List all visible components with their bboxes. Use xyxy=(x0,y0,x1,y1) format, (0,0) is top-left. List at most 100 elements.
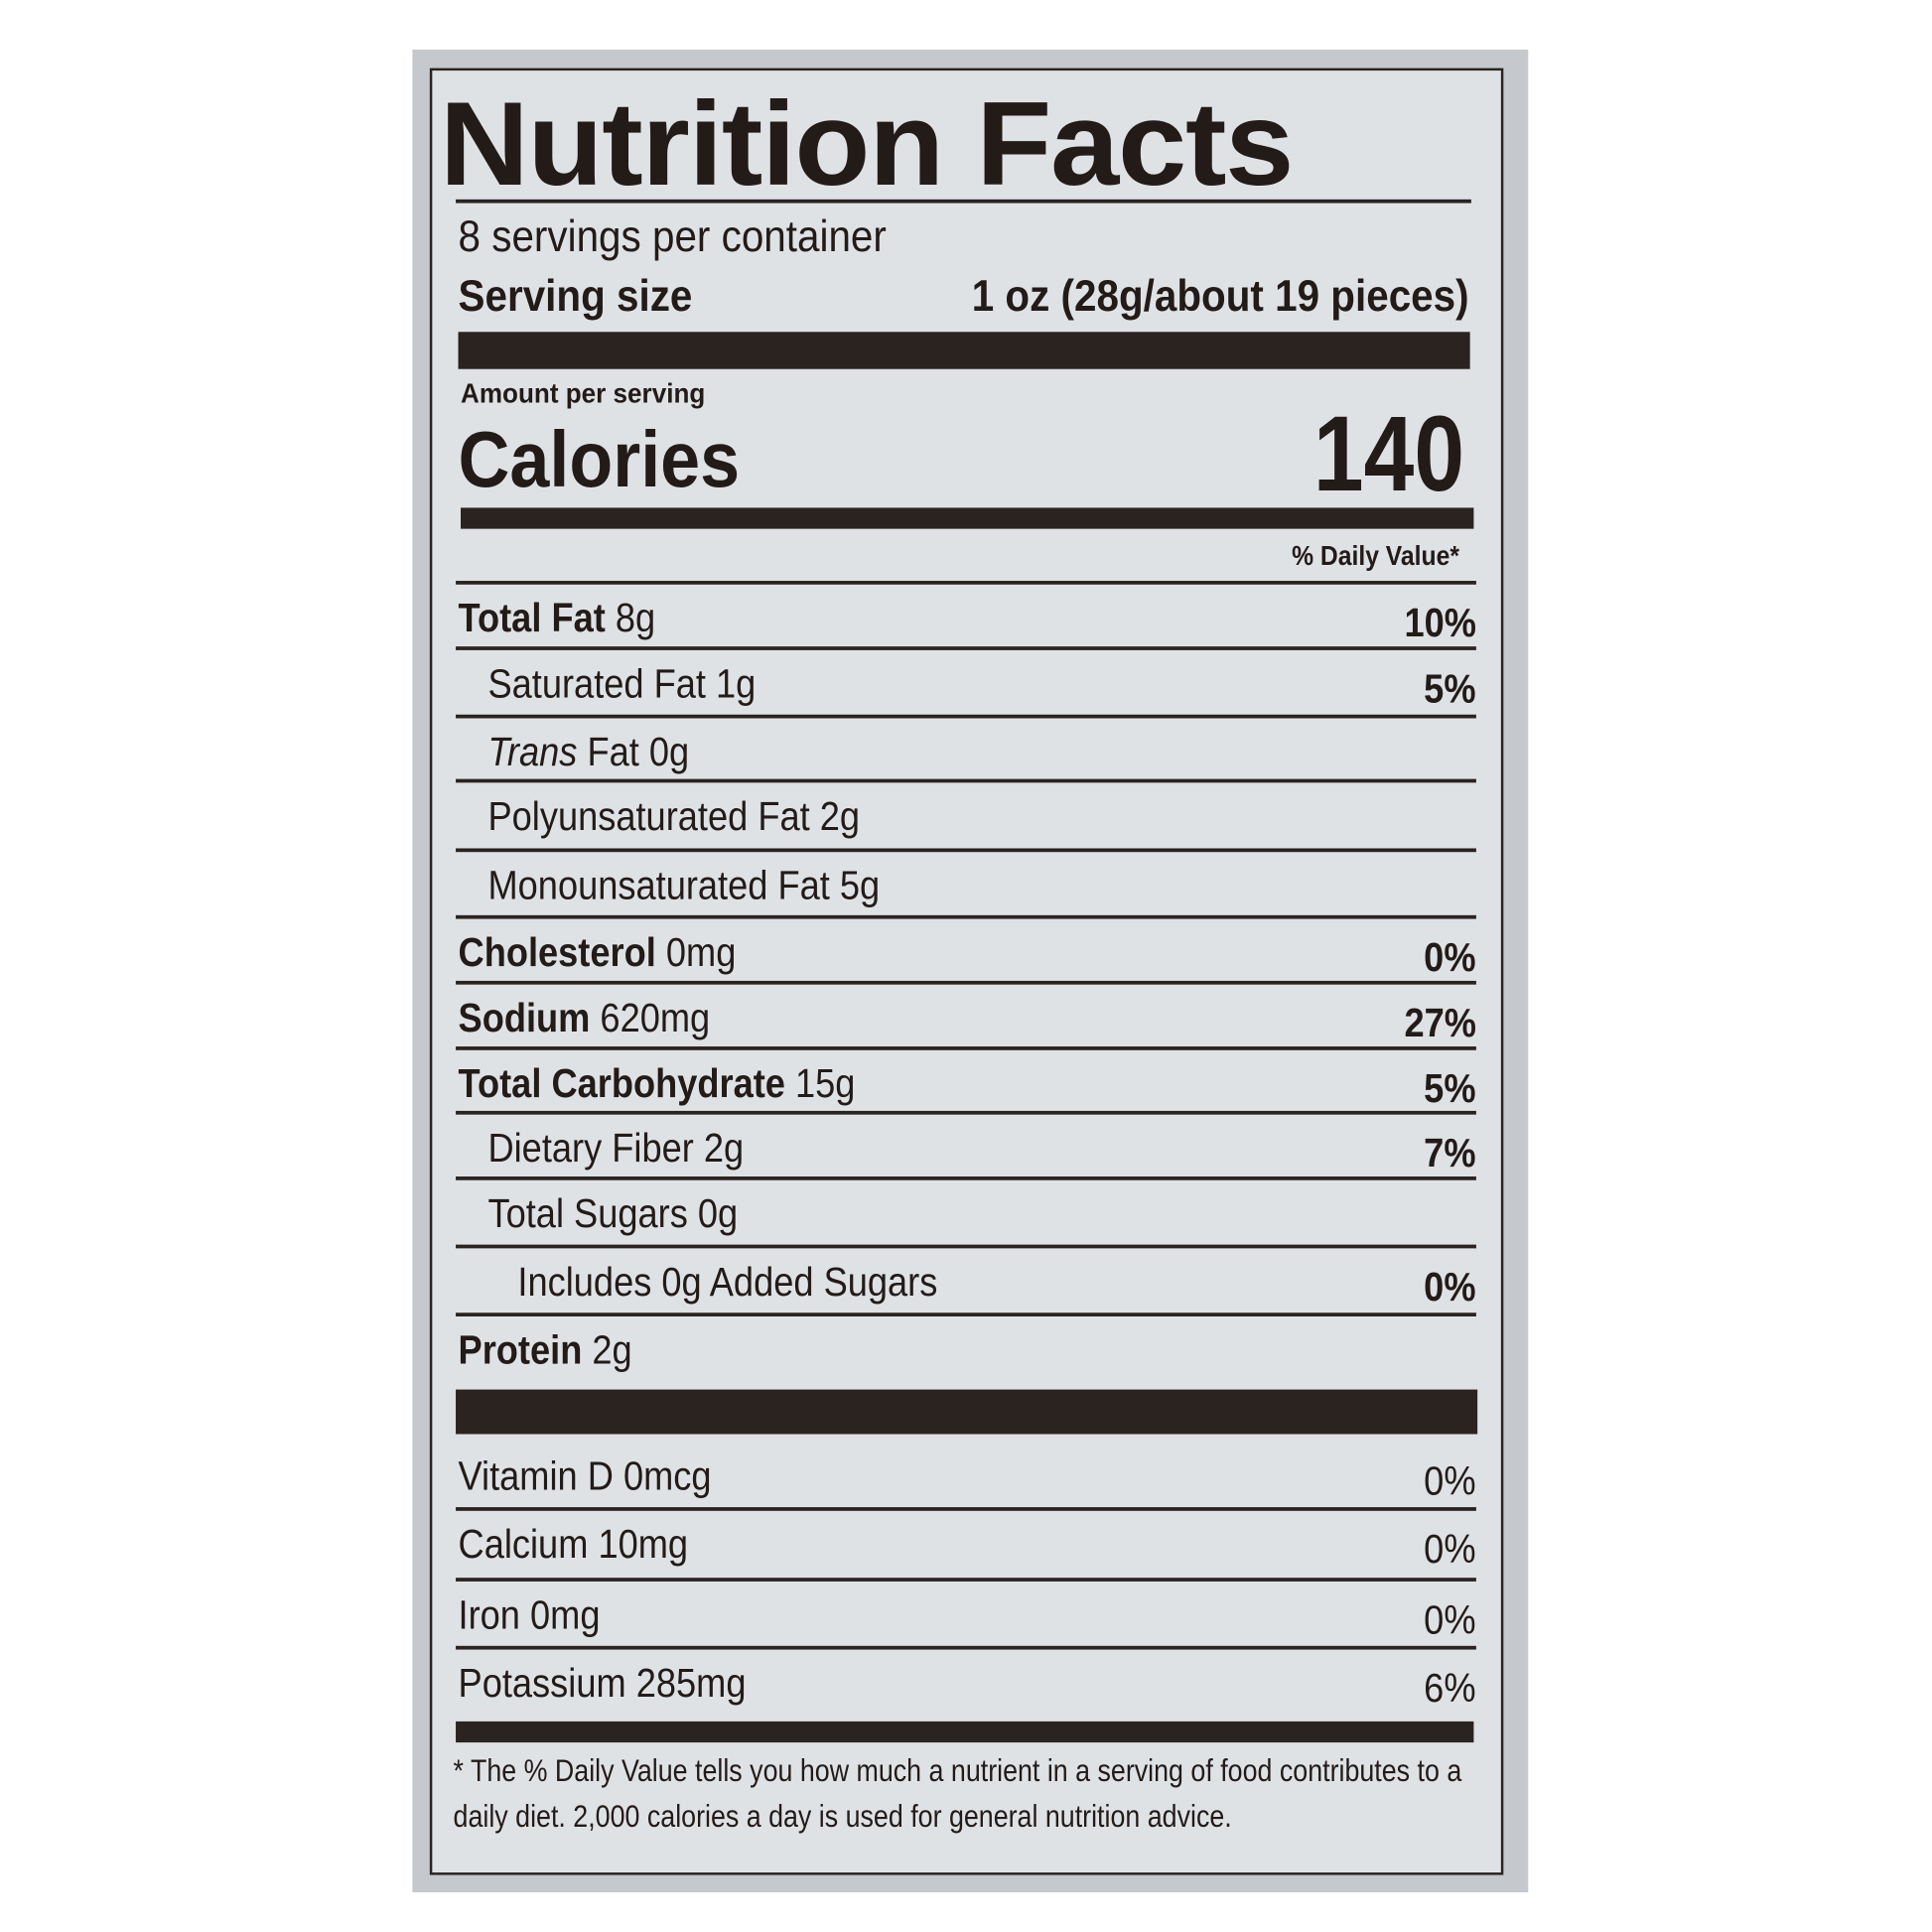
nutrient-daily-value: 0% xyxy=(1424,1263,1476,1310)
nutrient-row: Trans Fat 0g xyxy=(459,718,1476,782)
row-divider xyxy=(456,848,1476,853)
medium-divider xyxy=(456,1721,1474,1743)
nutrient-row: Protein 2g xyxy=(459,1316,1476,1381)
nutrition-facts-title: Nutrition Facts xyxy=(439,77,1295,211)
nutrient-row: Includes 0g Added Sugars 0% xyxy=(459,1248,1476,1312)
vitamin-amount: 285mg xyxy=(625,1659,747,1706)
row-divider xyxy=(456,646,1476,650)
nutrient-amount: 8g xyxy=(605,594,656,640)
vitamin-amount: 0mcg xyxy=(613,1452,712,1499)
nutrient-daily-value: 5% xyxy=(1424,1064,1476,1111)
nutrient-amount: 15g xyxy=(784,1059,856,1106)
row-divider xyxy=(456,581,1476,585)
nutrient-label: Polyunsaturated Fat 2g xyxy=(487,792,860,839)
vitamin-label: Calcium 10mg xyxy=(459,1521,689,1568)
vitamin-row: Vitamin D 0mcg 0% xyxy=(459,1443,1476,1507)
nutrient-amount: 0g xyxy=(687,1189,739,1236)
nutrient-row: Total Sugars 0g xyxy=(459,1180,1476,1245)
nutrient-row: Sodium 620mg 27% xyxy=(459,985,1476,1049)
nutrient-name: Includes 0g Added Sugars xyxy=(517,1258,938,1305)
vitamin-daily-value: 0% xyxy=(1424,1595,1476,1643)
row-divider xyxy=(456,1110,1476,1115)
nutrient-amount: 5g xyxy=(829,862,881,908)
nutrient-name-suffix: Fat xyxy=(577,728,639,774)
nutrient-daily-value: 7% xyxy=(1424,1129,1476,1175)
vitamin-amount: 10mg xyxy=(588,1520,689,1567)
divider xyxy=(456,199,1471,204)
nutrient-name: Protein xyxy=(458,1325,583,1373)
nutrient-label: Cholesterol 0mg xyxy=(459,929,737,976)
nutrient-name: Cholesterol xyxy=(458,928,656,975)
vitamin-daily-value: 0% xyxy=(1424,1457,1476,1504)
vitamin-row: Iron 0mg 0% xyxy=(459,1582,1476,1646)
vitamin-label: Potassium 285mg xyxy=(459,1660,747,1707)
thick-divider xyxy=(456,1389,1478,1435)
nutrient-label: Total Carbohydrate 15g xyxy=(459,1060,856,1107)
row-divider xyxy=(456,1645,1476,1650)
amount-per-serving: Amount per serving xyxy=(461,377,706,409)
nutrient-row: Total Carbohydrate 15g 5% xyxy=(459,1050,1476,1115)
vitamin-daily-value: 0% xyxy=(1424,1525,1476,1572)
row-divider xyxy=(456,1507,1476,1511)
nutrient-label: Trans Fat 0g xyxy=(487,728,689,774)
nutrient-row: Saturated Fat 1g 5% xyxy=(459,650,1475,715)
nutrient-name: Saturated Fat xyxy=(487,659,706,707)
serving-size-label: Serving size xyxy=(458,269,693,322)
nutrient-label: Dietary Fiber 2g xyxy=(487,1125,744,1172)
row-divider xyxy=(456,914,1476,919)
nutrient-name: Total Fat xyxy=(458,594,606,640)
serving-size-value: 1 oz (28g/about 19 pieces) xyxy=(971,269,1469,322)
nutrient-daily-value: 0% xyxy=(1424,933,1476,980)
vitamin-name: Iron xyxy=(458,1590,520,1638)
nutrient-name: Monounsaturated Fat xyxy=(487,862,830,908)
row-divider xyxy=(456,1244,1476,1249)
calories-label: Calories xyxy=(458,414,741,504)
servings-per-container: 8 servings per container xyxy=(458,210,887,262)
vitamin-row: Calcium 10mg 0% xyxy=(459,1511,1476,1576)
nutrient-amount: 620mg xyxy=(590,994,711,1040)
nutrient-label: Sodium 620mg xyxy=(459,995,711,1041)
row-divider xyxy=(456,1046,1476,1050)
row-divider xyxy=(456,980,1476,985)
medium-divider xyxy=(461,507,1474,529)
nutrient-row: Polyunsaturated Fat 2g xyxy=(459,782,1476,847)
nutrient-row: Monounsaturated Fat 5g xyxy=(459,852,1476,916)
nutrient-label: Total Sugars 0g xyxy=(487,1190,738,1237)
calories-value: 140 xyxy=(1312,394,1464,514)
nutrient-row: Cholesterol 0mg 0% xyxy=(459,919,1476,984)
nutrient-label: Monounsaturated Fat 5g xyxy=(487,862,880,908)
vitamin-label: Iron 0mg xyxy=(459,1591,601,1638)
nutrient-amount: 2g xyxy=(582,1325,632,1373)
nutrient-name: Sodium xyxy=(458,994,591,1040)
row-divider xyxy=(456,714,1476,719)
nutrient-amount: 0mg xyxy=(655,928,737,975)
nutrient-row: Total Fat 8g 10% xyxy=(459,585,1476,649)
nutrient-daily-value: 27% xyxy=(1404,999,1476,1045)
nutrient-name: Total Carbohydrate xyxy=(458,1059,785,1106)
nutrition-facts-panel xyxy=(429,68,1504,1875)
nutrient-label: Includes 0g Added Sugars xyxy=(517,1258,937,1305)
nutrient-label: Saturated Fat 1g xyxy=(487,660,756,707)
nutrient-row: Dietary Fiber 2g 7% xyxy=(459,1115,1476,1179)
nutrient-amount: 1g xyxy=(705,659,757,707)
nutrient-name: Polyunsaturated Fat xyxy=(487,792,810,839)
row-divider xyxy=(456,1312,1476,1316)
nutrient-label: Protein 2g xyxy=(459,1326,632,1373)
vitamin-name: Potassium xyxy=(458,1659,626,1706)
vitamin-name: Vitamin D xyxy=(458,1452,614,1499)
vitamin-name: Calcium xyxy=(458,1520,589,1567)
vitamin-row: Potassium 285mg 6% xyxy=(459,1650,1476,1715)
nutrient-name: Total Sugars xyxy=(487,1189,688,1236)
nutrient-name: Trans xyxy=(487,728,578,774)
row-divider xyxy=(456,778,1476,783)
row-divider xyxy=(456,1578,1476,1582)
vitamin-label: Vitamin D 0mcg xyxy=(459,1452,712,1499)
row-divider xyxy=(456,1176,1476,1180)
thick-divider xyxy=(458,332,1470,369)
footnote: * The % Daily Value tells you how much a… xyxy=(453,1753,1462,1835)
nutrient-amount: 2g xyxy=(809,792,861,839)
nutrient-daily-value: 10% xyxy=(1404,599,1476,645)
daily-value-header: % Daily Value* xyxy=(1291,539,1459,572)
nutrient-label: Total Fat 8g xyxy=(459,595,656,641)
